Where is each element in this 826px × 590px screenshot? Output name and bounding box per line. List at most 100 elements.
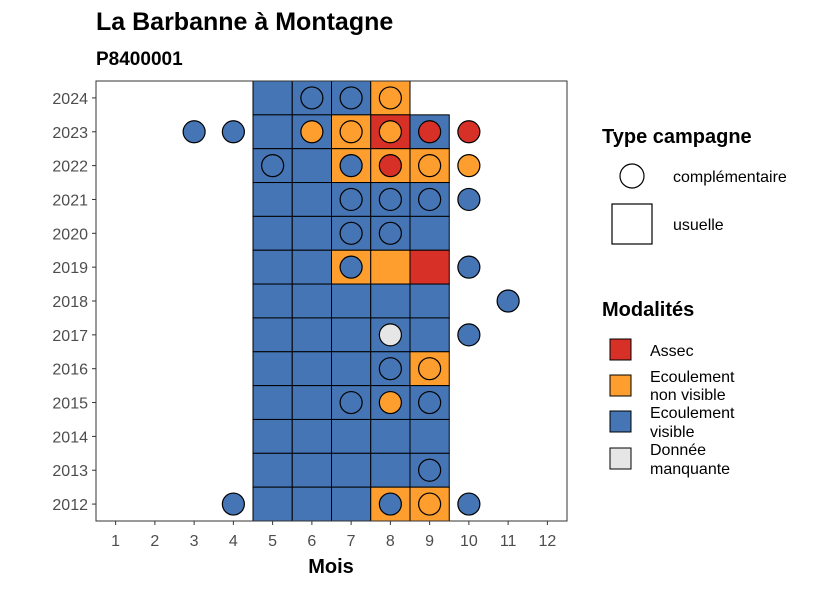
x-tick-label-5: 5 (268, 533, 277, 550)
cell-2016-m7-ecoulement-visible (331, 351, 372, 387)
y-tick-label-2021: 2021 (52, 192, 88, 209)
point-2022-m8-assec (378, 154, 402, 178)
cell-2014-m9-ecoulement-visible (409, 418, 450, 454)
legend-circle-key (619, 163, 645, 189)
x-tick-label-11: 11 (500, 533, 517, 550)
point-2017-m8-donnee-manquante (378, 323, 402, 347)
cell-2015-m5-ecoulement-visible (252, 385, 293, 420)
legend-fill-label-ecoulement-non-visible-1: Ecoulement (650, 369, 735, 386)
cell-2013-m6-ecoulement-visible (291, 452, 332, 488)
cell-2016-m5-ecoulement-visible (252, 351, 293, 387)
legend-fill-label-ecoulement-visible-2: visible (650, 424, 695, 441)
cell-2018-m9-ecoulement-visible (409, 283, 450, 319)
cell-2014-m5-ecoulement-visible (252, 418, 293, 454)
y-tick-label-2014: 2014 (52, 429, 88, 446)
point-2021-m7-ecoulement-visible (339, 187, 363, 212)
point-2019-m7-ecoulement-visible (339, 255, 363, 279)
point-2012-m8-ecoulement-visible (378, 492, 402, 516)
usuelle-cells (252, 80, 450, 522)
cell-2018-m8-ecoulement-visible (370, 283, 411, 319)
cell-2014-m7-ecoulement-visible (331, 418, 372, 454)
point-2018-m11-ecoulement-visible (496, 289, 520, 313)
point-2023-m3-ecoulement-visible (182, 120, 206, 144)
point-2017-m10-ecoulement-visible (457, 323, 481, 347)
legend-swatch-donnee-manquante (609, 447, 632, 470)
cell-2014-m8-ecoulement-visible (370, 418, 411, 454)
cell-2012-m5-ecoulement-visible (252, 486, 293, 522)
legend: Type campagne complémentaire usuelle Mod… (602, 126, 787, 478)
point-2016-m8-ecoulement-visible (378, 357, 402, 381)
y-tick-label-2013: 2013 (52, 463, 88, 480)
legend-fill-label-donnee-manquante-2: manquante (650, 461, 730, 478)
point-2023-m6-ecoulement-non-visible (300, 120, 324, 144)
point-2015-m7-ecoulement-visible (339, 390, 363, 415)
point-2023-m10-assec (457, 120, 481, 144)
legend-fill-label-assec: Assec (650, 343, 694, 360)
y-tick-label-2012: 2012 (52, 497, 88, 514)
legend-fill-label-ecoulement-visible-1: Ecoulement (650, 405, 735, 422)
cell-2020-m5-ecoulement-visible (252, 215, 293, 251)
cell-2017-m6-ecoulement-visible (291, 317, 332, 353)
x-axis: 1 2 3 4 5 6 7 8 9 10 11 12 (111, 521, 556, 550)
x-tick-label-3: 3 (190, 533, 199, 550)
cell-2018-m7-ecoulement-visible (331, 283, 372, 319)
point-2013-m9-ecoulement-visible (418, 458, 442, 482)
cell-2021-m5-ecoulement-visible (252, 182, 293, 217)
chart-title: La Barbanne à Montagne (96, 8, 393, 36)
cell-2012-m6-ecoulement-visible (291, 486, 332, 522)
y-tick-label-2016: 2016 (52, 362, 88, 379)
point-2012-m4-ecoulement-visible (221, 492, 245, 516)
point-2012-m10-ecoulement-visible (457, 492, 481, 516)
cell-2014-m6-ecoulement-visible (291, 418, 332, 454)
cell-2017-m5-ecoulement-visible (252, 317, 293, 353)
y-tick-label-2017: 2017 (52, 328, 88, 345)
point-2015-m8-ecoulement-non-visible (378, 390, 402, 415)
x-tick-label-6: 6 (307, 533, 316, 550)
legend-square-key (611, 203, 653, 245)
x-tick-label-12: 12 (538, 533, 556, 550)
cell-2019-m5-ecoulement-visible (252, 249, 293, 285)
y-tick-label-2024: 2024 (52, 91, 88, 108)
x-tick-label-8: 8 (386, 533, 395, 550)
y-tick-label-2015: 2015 (52, 396, 88, 413)
cell-2020-m6-ecoulement-visible (291, 215, 332, 251)
legend-fill-label-donnee-manquante-1: Donnée (650, 442, 706, 459)
x-tick-label-7: 7 (347, 533, 356, 550)
y-tick-label-2020: 2020 (52, 226, 88, 243)
point-2021-m9-ecoulement-visible (418, 187, 442, 212)
point-2023-m9-assec (418, 120, 442, 144)
cell-2021-m6-ecoulement-visible (291, 182, 332, 217)
point-2016-m9-ecoulement-non-visible (418, 357, 442, 381)
y-tick-label-2018: 2018 (52, 294, 88, 311)
cell-2015-m6-ecoulement-visible (291, 385, 332, 420)
y-tick-label-2023: 2023 (52, 125, 88, 142)
cell-2017-m9-ecoulement-visible (409, 317, 450, 353)
cell-2013-m7-ecoulement-visible (331, 452, 372, 488)
point-2023-m4-ecoulement-visible (221, 120, 245, 144)
cell-2022-m6-ecoulement-visible (291, 148, 332, 184)
y-tick-label-2019: 2019 (52, 260, 88, 277)
point-2019-m10-ecoulement-visible (457, 255, 481, 279)
point-2022-m5-ecoulement-visible (261, 154, 285, 178)
legend-swatch-assec (609, 338, 632, 361)
point-2015-m9-ecoulement-visible (418, 390, 442, 415)
legend-fill-title: Modalités (602, 299, 694, 321)
x-axis-title: Mois (308, 556, 354, 578)
legend-shape-label-complementaire: complémentaire (673, 169, 787, 186)
y-tick-label-2022: 2022 (52, 159, 88, 176)
point-2024-m8-ecoulement-non-visible (378, 86, 402, 110)
x-tick-label-10: 10 (460, 533, 478, 550)
cell-2012-m7-ecoulement-visible (331, 486, 372, 522)
x-tick-label-9: 9 (425, 533, 434, 550)
point-2012-m9-ecoulement-non-visible (418, 492, 442, 516)
cell-2013-m5-ecoulement-visible (252, 452, 293, 488)
cell-2024-m5-ecoulement-visible (252, 80, 293, 116)
plot-area (95, 80, 568, 522)
point-2022-m7-ecoulement-visible (339, 154, 363, 178)
legend-shape-title: Type campagne (602, 126, 752, 148)
cell-2019-m9-assec (409, 249, 450, 285)
legend-swatch-ecoulement-visible (609, 410, 632, 433)
cell-2019-m8-ecoulement-non-visible (370, 249, 411, 285)
cell-2018-m6-ecoulement-visible (291, 283, 332, 319)
